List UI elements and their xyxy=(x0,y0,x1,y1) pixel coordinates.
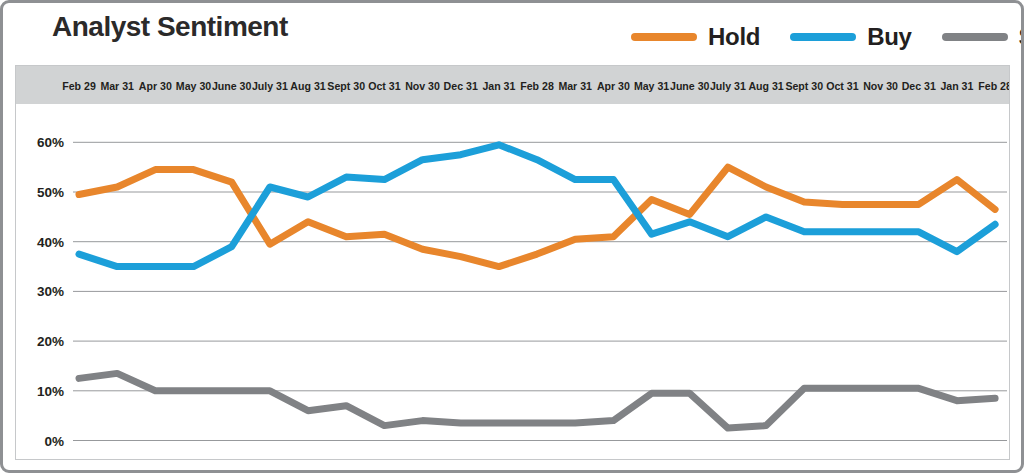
x-axis-label: May 30 xyxy=(176,80,211,92)
x-axis-label: Sept 30 xyxy=(327,80,365,92)
hold-line-swatch-icon xyxy=(631,33,697,41)
page-title: Analyst Sentiment xyxy=(52,11,288,43)
legend-label-buy: Buy xyxy=(867,23,911,51)
chart-canvas: Feb 29Mar 31Apr 30May 30June 30July 31Au… xyxy=(16,66,1009,459)
x-axis-label: Aug 31 xyxy=(748,80,783,92)
x-axis-label: June 30 xyxy=(212,80,252,92)
y-axis-label: 0% xyxy=(44,434,64,449)
x-axis-label: Nov 30 xyxy=(405,80,440,92)
x-axis-label: Oct 31 xyxy=(368,80,400,92)
x-axis-label: July 31 xyxy=(252,80,288,92)
chart-legend: Hold Buy Sell xyxy=(631,23,1024,51)
x-axis-label: Mar 31 xyxy=(100,80,134,92)
series-line-sell xyxy=(79,373,995,428)
x-axis-label: Apr 30 xyxy=(139,80,172,92)
y-axis-label: 10% xyxy=(37,384,64,399)
buy-line-swatch-icon xyxy=(790,33,856,41)
legend-item-sell: Sell xyxy=(942,23,1024,51)
x-axis-label: Mar 31 xyxy=(558,80,592,92)
x-axis-label: Sept 30 xyxy=(785,80,823,92)
y-axis-label: 40% xyxy=(37,235,64,250)
analyst-sentiment-card: Analyst Sentiment Hold Buy Sell Feb 29 Ma… xyxy=(0,0,1024,473)
x-axis-label: June 30 xyxy=(670,80,710,92)
legend-label-hold: Hold xyxy=(708,23,760,51)
x-axis-label: July 31 xyxy=(710,80,746,92)
x-axis-label: May 31 xyxy=(634,80,669,92)
x-axis-label: Feb 29 xyxy=(62,80,96,92)
x-axis-label: Oct 31 xyxy=(826,80,858,92)
legend-item-hold: Hold xyxy=(631,23,760,51)
legend-item-buy: Buy xyxy=(790,23,911,51)
x-axis-label: Dec 31 xyxy=(902,80,936,92)
y-axis-label: 50% xyxy=(37,185,64,200)
x-axis-label: Jan 31 xyxy=(940,80,973,92)
x-axis-label: Feb 28 xyxy=(978,80,1009,92)
x-axis-label: Feb 28 xyxy=(520,80,554,92)
y-axis-label: 20% xyxy=(37,334,64,349)
x-axis-label: Jan 31 xyxy=(482,80,515,92)
legend-label-sell: Sell xyxy=(1019,23,1024,51)
sell-line-swatch-icon xyxy=(942,33,1008,41)
y-axis-label: 30% xyxy=(37,284,64,299)
x-axis-label: Apr 30 xyxy=(597,80,630,92)
sentiment-line-chart: Feb 29Mar 31Apr 30May 30June 30July 31Au… xyxy=(15,65,1010,460)
y-axis-label: 60% xyxy=(37,135,64,150)
x-axis-label: Nov 30 xyxy=(863,80,898,92)
x-axis-label: Aug 31 xyxy=(290,80,325,92)
x-axis-label: Dec 31 xyxy=(444,80,478,92)
